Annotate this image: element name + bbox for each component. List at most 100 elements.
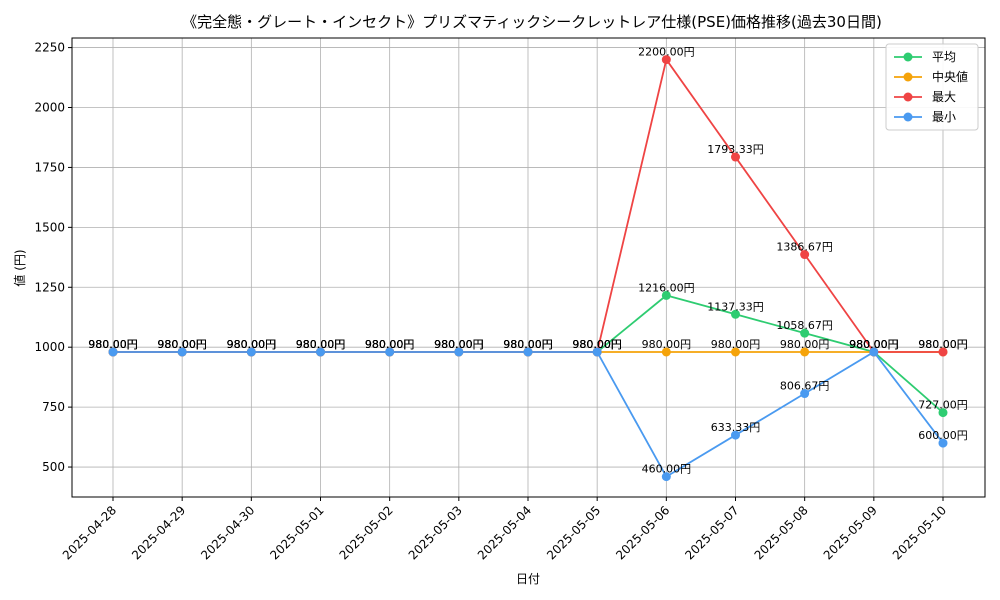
series-point-2 (731, 152, 740, 162)
series-point-3 (454, 347, 464, 357)
data-label: 980.00円 (88, 338, 138, 351)
legend-box (885, 43, 979, 131)
data-label: 980.00円 (711, 338, 761, 351)
data-label: 980.00円 (88, 338, 138, 351)
series-point-2 (938, 347, 948, 357)
legend-label: 平均 (932, 50, 956, 64)
data-label: 980.00円 (227, 338, 277, 351)
data-label-layer: 980.00円 980.00円 980.00円 980.00円 980.00円 980.0… (88, 46, 968, 476)
series-point-3 (731, 430, 740, 440)
chart-title: 《完全態・グレート・インセクト》プリズマティックシークレットレア仕様(PSE)価… (182, 13, 882, 31)
grid-layer (72, 38, 985, 497)
data-label: 980.00円 (572, 338, 622, 351)
data-label: 980.00円 (434, 338, 484, 351)
data-label: 980.00円 (503, 338, 553, 351)
data-label: 980.00円 (849, 338, 899, 351)
data-label: 980.00円 (434, 338, 484, 351)
data-label: 1216.00円 (638, 281, 695, 294)
data-label: 980.00円 (503, 338, 553, 351)
y-tick-label: 750 (42, 400, 65, 414)
data-label: 980.00円 (642, 338, 692, 351)
data-label: 980.00円 (365, 338, 415, 351)
data-label: 1793.33円 (707, 143, 764, 156)
data-label: 980.00円 (227, 338, 277, 351)
data-label: 980.00円 (918, 338, 968, 351)
data-label: 980.00円 (849, 338, 899, 351)
data-label: 980.00円 (157, 338, 207, 351)
data-label: 980.00円 (365, 338, 415, 351)
data-label: 2200.00円 (638, 46, 695, 59)
data-label: 980.00円 (572, 338, 622, 351)
series-point-1 (661, 347, 671, 357)
data-label: 980.00円 (296, 338, 346, 351)
data-label: 980.00円 (296, 338, 346, 351)
series-point-3 (661, 472, 671, 482)
data-label: 980.00円 (365, 338, 415, 351)
data-label: 980.00円 (157, 338, 207, 351)
series-point-2 (661, 55, 671, 65)
data-label: 727.00円 (918, 399, 968, 412)
y-tick-label: 500 (42, 460, 65, 474)
legend-label: 最小 (932, 110, 956, 124)
data-label: 980.00円 (365, 338, 415, 351)
series-point-1 (731, 347, 740, 357)
data-label: 980.00円 (849, 338, 899, 351)
y-axis-label: 値 (円) (12, 249, 27, 286)
series-point-3 (592, 347, 602, 357)
series-point-3 (800, 389, 810, 399)
y-tick-label: 1750 (34, 160, 65, 174)
data-label: 980.00円 (157, 338, 207, 351)
data-label: 980.00円 (572, 338, 622, 351)
data-label: 806.67円 (780, 380, 830, 393)
data-label: 980.00円 (849, 338, 899, 351)
data-label: 980.00円 (88, 338, 138, 351)
series-point-3 (246, 347, 256, 357)
series-point-3 (523, 347, 533, 357)
data-label: 980.00円 (88, 338, 138, 351)
data-label: 980.00円 (503, 338, 553, 351)
x-axis-label: 日付 (516, 572, 540, 586)
series-point-0 (800, 328, 810, 338)
legend-label: 中央値 (932, 69, 968, 84)
data-label: 460.00円 (642, 463, 692, 476)
data-label: 1058.67円 (776, 319, 833, 332)
data-label: 980.00円 (296, 338, 346, 351)
series-point-1 (800, 347, 810, 357)
y-tick-label: 1250 (34, 280, 65, 294)
legend-swatch-marker (903, 72, 913, 82)
series-point-0 (938, 408, 948, 418)
data-label: 980.00円 (157, 338, 207, 351)
legend-label: 最大 (932, 90, 956, 104)
data-label: 980.00円 (434, 338, 484, 351)
y-tick-label: 2250 (34, 41, 65, 55)
data-label: 633.33円 (711, 421, 761, 434)
data-label: 980.00円 (227, 338, 277, 351)
y-tick-label: 1500 (34, 220, 65, 234)
series-point-0 (731, 309, 740, 319)
data-label: 980.00円 (780, 338, 830, 351)
series-point-3 (177, 347, 187, 357)
y-tick-label: 2000 (34, 101, 65, 115)
data-label: 600.00円 (918, 429, 968, 442)
y-tick-label: 1000 (34, 340, 65, 354)
series-point-3 (385, 347, 395, 357)
series-layer (108, 55, 948, 482)
data-label: 1137.33円 (707, 300, 764, 313)
data-label: 980.00円 (503, 338, 553, 351)
data-label: 980.00円 (572, 338, 622, 351)
series-point-3 (316, 347, 325, 357)
data-label: 980.00円 (918, 338, 968, 351)
series-point-3 (869, 347, 879, 357)
legend-swatch-marker (903, 112, 913, 122)
data-label: 980.00円 (227, 338, 277, 351)
data-label: 1386.67円 (776, 241, 833, 254)
series-point-3 (938, 438, 948, 448)
data-label: 980.00円 (434, 338, 484, 351)
series-point-2 (800, 250, 810, 260)
series-point-3 (108, 347, 118, 357)
legend-swatch-marker (903, 52, 913, 62)
legend-swatch-marker (903, 92, 913, 102)
